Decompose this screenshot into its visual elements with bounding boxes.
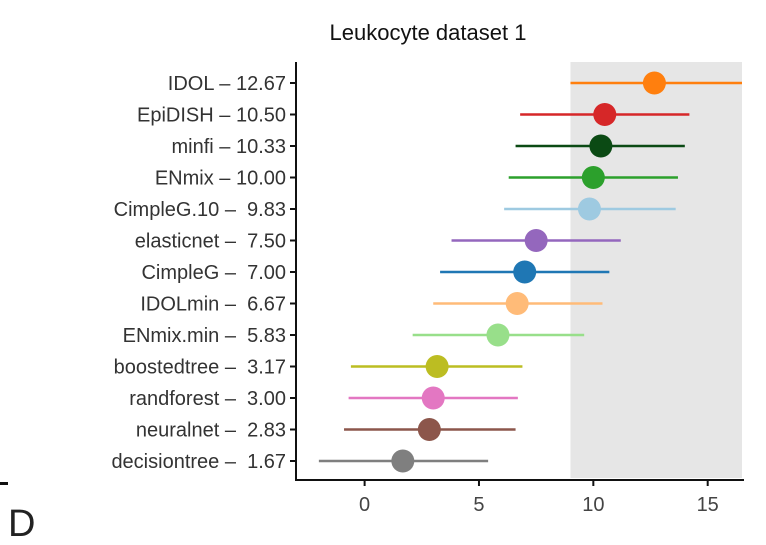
point-estimate	[391, 449, 415, 473]
method-label: decisiontree – 1.67	[111, 451, 286, 473]
x-tick-label: 0	[359, 494, 370, 516]
method-label: CimpleG.10 – 9.83	[114, 199, 286, 221]
method-label: elasticnet – 7.50	[135, 231, 286, 253]
point-estimate	[577, 197, 601, 221]
point-estimate	[642, 71, 666, 95]
forest-row: IDOL – 12.67	[168, 71, 742, 95]
forest-row: CimpleG.10 – 9.83	[114, 197, 676, 221]
panel-letter: D	[8, 503, 36, 545]
point-estimate	[589, 134, 613, 158]
forest-row: neuralnet – 2.83	[136, 418, 516, 442]
method-label: ENmix – 10.00	[155, 168, 286, 190]
forest-row: IDOLmin – 6.67	[140, 292, 603, 316]
method-label: ENmix.min – 5.83	[123, 325, 286, 347]
method-label: neuralnet – 2.83	[136, 420, 286, 442]
forest-row: ENmix.min – 5.83	[123, 323, 585, 347]
method-label: randforest – 3.00	[129, 388, 286, 410]
point-estimate	[425, 355, 449, 378]
adjacent-panel-tick	[0, 482, 8, 485]
x-tick-label: 5	[473, 494, 484, 516]
point-estimate	[513, 260, 537, 284]
method-label: IDOLmin – 6.67	[140, 294, 286, 316]
forest-row: minfi – 10.33	[171, 134, 685, 158]
point-estimate	[421, 386, 445, 410]
method-label: boostedtree – 3.17	[114, 357, 286, 379]
chart-title: Leukocyte dataset 1	[330, 20, 527, 45]
method-label: EpiDISH – 10.50	[137, 105, 286, 127]
method-label: minfi – 10.33	[171, 136, 286, 158]
method-label: IDOL – 12.67	[168, 73, 286, 95]
forest-row: ENmix – 10.00	[155, 166, 678, 190]
point-estimate	[581, 166, 605, 189]
forest-row: randforest – 3.00	[129, 386, 518, 410]
forest-row: decisiontree – 1.67	[111, 449, 489, 473]
forest-row: boostedtree – 3.17	[114, 355, 523, 379]
forest-plot: Leukocyte dataset 1 IDOL – 12.67 EpiDISH …	[111, 20, 744, 516]
point-estimate	[524, 229, 548, 252]
reference-shaded-region	[570, 62, 742, 478]
x-tick-label: 10	[582, 494, 604, 516]
point-estimate	[417, 418, 441, 441]
point-estimate	[593, 103, 617, 126]
forest-row: EpiDISH – 10.50	[137, 103, 690, 127]
forest-row: elasticnet – 7.50	[135, 229, 621, 253]
x-tick-label: 15	[697, 494, 719, 516]
point-estimate	[486, 323, 510, 347]
forest-row: CimpleG – 7.00	[141, 260, 610, 284]
method-label: CimpleG – 7.00	[141, 262, 286, 284]
point-estimate	[505, 292, 529, 315]
